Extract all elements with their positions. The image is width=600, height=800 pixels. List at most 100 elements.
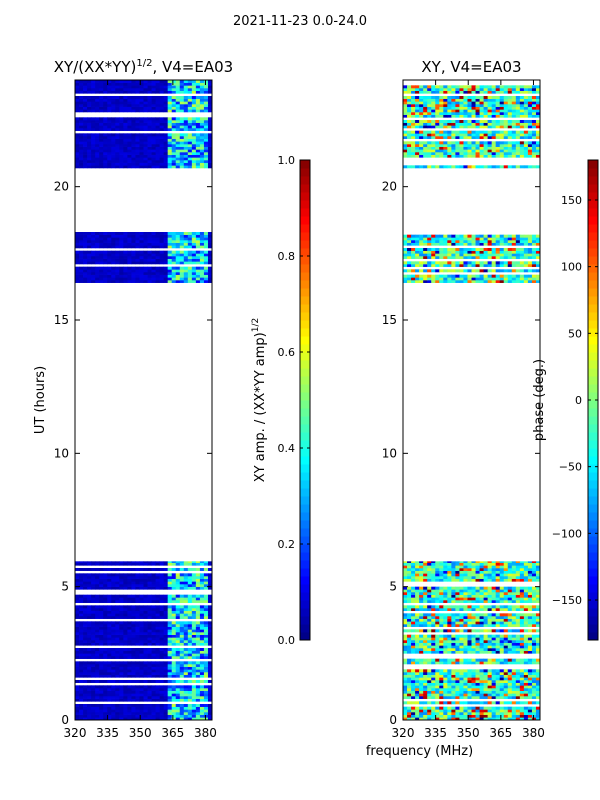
heatmap-cell <box>107 605 112 609</box>
heatmap-cell <box>199 136 205 139</box>
heatmap-cell <box>107 698 112 702</box>
heatmap-cell <box>103 650 108 654</box>
heatmap-cell <box>491 605 497 609</box>
heatmap-cell <box>195 685 201 689</box>
heatmap-cell <box>167 672 173 675</box>
heatmap-cell <box>143 258 148 262</box>
heatmap-cell <box>427 672 432 675</box>
heatmap-cell <box>91 277 96 281</box>
heatmap-cell <box>527 600 533 603</box>
heatmap-cell <box>179 82 185 86</box>
heatmap-cell <box>159 608 165 611</box>
heatmap-cell <box>511 709 517 713</box>
heatmap-cell <box>411 674 416 678</box>
heatmap-cell <box>115 146 120 150</box>
heatmap-cell <box>143 240 148 243</box>
heatmap-cell <box>83 586 88 590</box>
heatmap-cell <box>191 133 197 137</box>
heatmap-cell <box>431 280 436 283</box>
heatmap-cell <box>491 696 497 699</box>
heatmap-cell <box>87 706 92 710</box>
heatmap-cell <box>151 581 156 585</box>
heatmap-cell <box>187 650 193 654</box>
heatmap-cell <box>471 669 476 673</box>
heatmap-cell <box>475 640 480 643</box>
heatmap-cell <box>111 581 116 585</box>
heatmap-cell <box>143 624 148 627</box>
heatmap-cell <box>527 693 533 697</box>
heatmap-cell <box>127 96 132 99</box>
heatmap-cell <box>103 272 108 275</box>
heatmap-cell <box>195 576 201 579</box>
heatmap-cell <box>79 277 84 281</box>
heatmap-cell <box>207 144 213 147</box>
heatmap-cell <box>199 266 205 270</box>
heatmap-cell <box>523 677 529 681</box>
heatmap-cell <box>419 618 424 622</box>
heatmap-cell <box>187 128 193 131</box>
heatmap-cell <box>167 706 173 710</box>
heatmap-cell <box>143 141 148 145</box>
heatmap-cell <box>175 600 181 603</box>
heatmap-cell <box>495 712 501 715</box>
heatmap-cell <box>107 157 112 161</box>
heatmap-cell <box>99 128 104 131</box>
heatmap-cell <box>83 688 88 691</box>
heatmap-cell <box>407 573 412 577</box>
heatmap-cell <box>79 632 84 635</box>
heatmap-cell <box>207 674 213 678</box>
heatmap-cell <box>411 661 416 665</box>
heatmap-cell <box>99 578 104 582</box>
heatmap-cell <box>151 117 156 121</box>
heatmap-cell <box>131 624 136 627</box>
heatmap-cell <box>159 704 165 707</box>
heatmap-cell <box>191 109 197 113</box>
heatmap-cell <box>527 701 533 705</box>
heatmap-cell <box>79 138 84 142</box>
heatmap-cell <box>111 133 116 137</box>
heatmap-cell <box>499 576 505 579</box>
heatmap-cell <box>183 125 189 129</box>
heatmap-cell <box>179 632 185 635</box>
heatmap-cell <box>487 672 493 675</box>
heatmap-cell <box>195 250 201 254</box>
colorbar-segment <box>300 232 310 241</box>
heatmap-cell <box>87 637 92 641</box>
heatmap-cell <box>167 237 173 241</box>
heatmap-cell <box>531 586 537 590</box>
heatmap-cell <box>175 690 181 694</box>
heatmap-cell <box>407 648 412 651</box>
heatmap-cell <box>191 669 197 673</box>
heatmap-cell <box>207 141 213 145</box>
heatmap-cell <box>483 717 489 721</box>
heatmap-cell <box>187 661 193 665</box>
heatmap-cell <box>179 106 185 110</box>
heatmap-cell <box>103 613 108 617</box>
heatmap-cell <box>479 573 484 577</box>
heatmap-cell <box>75 157 80 161</box>
heatmap-cell <box>187 666 193 670</box>
heatmap-cell <box>75 106 80 110</box>
heatmap-cell <box>95 712 100 715</box>
heatmap-cell <box>483 696 489 699</box>
heatmap-cell <box>175 122 181 126</box>
heatmap-cell <box>79 162 84 166</box>
heatmap-cell <box>471 621 476 625</box>
heatmap-cell <box>143 717 148 721</box>
heatmap-cell <box>191 144 197 147</box>
heatmap-cell <box>203 714 209 718</box>
heatmap-cell <box>443 565 448 569</box>
heatmap-cell <box>147 568 152 571</box>
heatmap-cell <box>183 594 189 598</box>
heatmap-cell <box>143 661 148 665</box>
heatmap-cell <box>131 637 136 641</box>
heatmap-cell <box>115 109 120 113</box>
heatmap-cell <box>443 709 448 713</box>
heatmap-cell <box>103 274 108 278</box>
heatmap-cell <box>207 269 213 273</box>
heatmap-cell <box>403 600 408 603</box>
heatmap-cell <box>423 597 428 601</box>
heatmap-cell <box>135 664 140 667</box>
heatmap-cell <box>499 645 505 649</box>
heatmap-cell <box>155 666 161 670</box>
